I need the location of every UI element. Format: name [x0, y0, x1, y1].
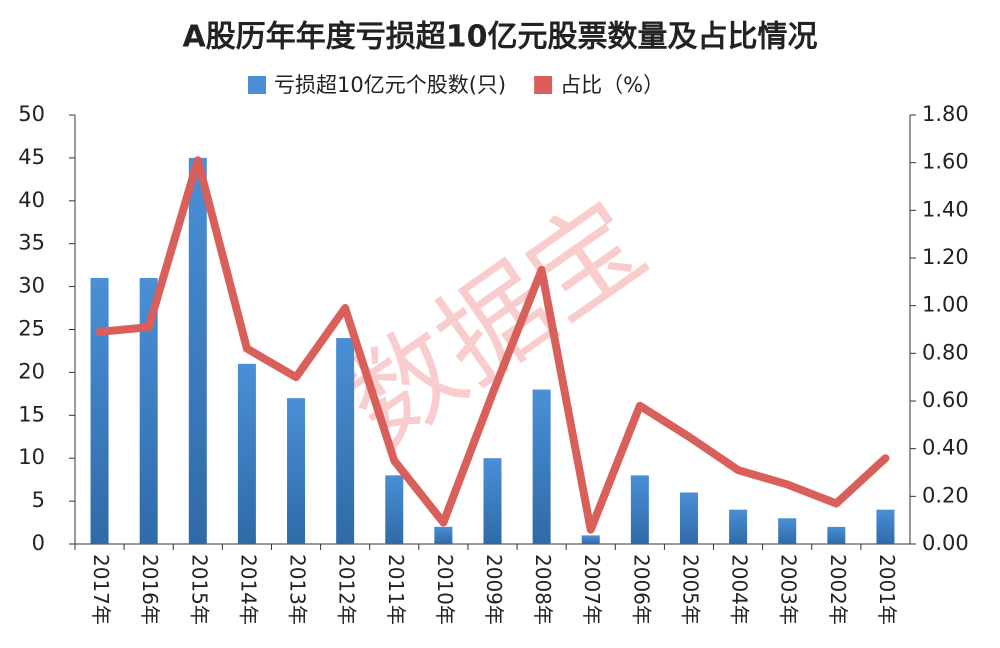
x-tick-label: 2001年	[875, 554, 899, 625]
y-tick-label: 0	[32, 531, 45, 555]
legend-label: 占比（%）	[560, 73, 664, 97]
y-tick-label: 15	[18, 402, 45, 426]
y2-tick-label: 0.00	[922, 531, 969, 555]
y2-tick-label: 1.80	[922, 102, 969, 126]
y-tick-label: 35	[18, 231, 45, 255]
chart-title: A股历年年度亏损超10亿元股票数量及占比情况	[183, 20, 818, 55]
x-tick-label: 2009年	[482, 554, 506, 625]
x-tick-label: 2007年	[580, 554, 604, 625]
legend-label: 亏损超10亿元个股数(只)	[274, 73, 506, 97]
y-tick-label: 45	[18, 145, 45, 169]
x-tick-label: 2008年	[531, 554, 555, 625]
bar	[876, 509, 895, 544]
x-tick-label: 2003年	[777, 554, 801, 625]
x-tick-label: 2004年	[728, 554, 752, 625]
y2-tick-label: 0.60	[922, 388, 969, 412]
y2-tick-label: 1.00	[922, 293, 969, 317]
bar	[778, 518, 797, 544]
line	[95, 156, 890, 534]
bar	[336, 338, 355, 544]
y-tick-label: 10	[18, 445, 45, 469]
y-tick-label: 40	[18, 188, 45, 212]
y2-tick-label: 0.40	[922, 436, 969, 460]
bar	[139, 278, 158, 544]
y-tick-label: 20	[18, 359, 45, 383]
x-tick-label: 2011年	[384, 554, 408, 625]
bar	[287, 398, 306, 544]
bar	[827, 526, 846, 544]
bar	[679, 492, 698, 544]
bar	[532, 389, 551, 544]
legend-swatch	[248, 76, 266, 94]
x-tick-label: 2016年	[138, 554, 162, 625]
bar	[188, 157, 207, 544]
y2-tick-label: 1.60	[922, 150, 969, 174]
bar	[237, 363, 256, 544]
y-tick-label: 25	[18, 317, 45, 341]
bar	[385, 475, 404, 544]
x-tick-label: 2013年	[286, 554, 310, 625]
bar	[483, 458, 502, 544]
watermark: 数据宝	[324, 177, 668, 471]
x-tick-label: 2012年	[335, 554, 359, 625]
legend-swatch	[534, 76, 553, 94]
x-tick-label: 2014年	[236, 554, 260, 625]
y2-tick-label: 0.20	[922, 483, 969, 507]
y2-tick-label: 1.20	[922, 245, 969, 269]
y-tick-label: 30	[18, 274, 45, 298]
x-tick-label: 2010年	[433, 554, 457, 625]
bar	[729, 509, 748, 544]
x-tick-label: 2017年	[89, 554, 113, 625]
bar	[630, 475, 649, 544]
x-tick-label: 2015年	[187, 554, 211, 625]
bar	[434, 526, 453, 544]
y-tick-label: 5	[32, 488, 45, 512]
y2-tick-label: 1.40	[922, 197, 969, 221]
y2-tick-label: 0.80	[922, 340, 969, 364]
x-tick-label: 2005年	[678, 554, 702, 625]
bar	[90, 278, 109, 544]
y-tick-label: 50	[18, 102, 45, 126]
x-tick-label: 2002年	[826, 554, 850, 625]
bar	[581, 535, 600, 544]
x-tick-label: 2006年	[629, 554, 653, 625]
